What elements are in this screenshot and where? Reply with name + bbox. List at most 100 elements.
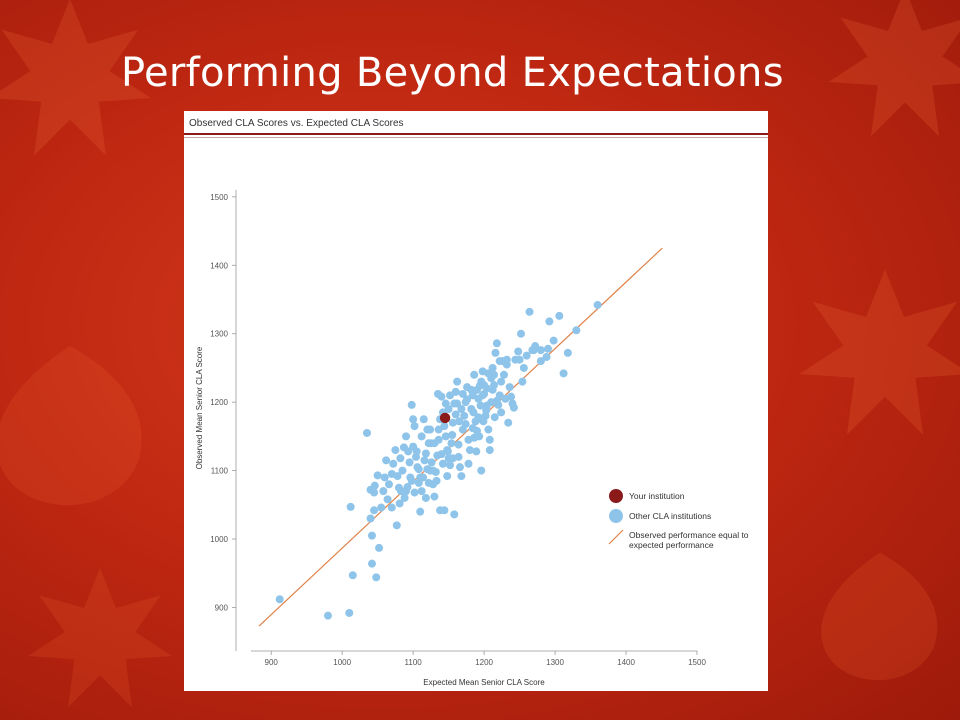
scatter-point-other-institution	[474, 413, 483, 422]
scatter-point-other-institution	[454, 440, 463, 449]
scatter-point-other-institution	[416, 473, 425, 482]
scatter-point-other-institution	[372, 573, 381, 582]
scatter-point-other-institution	[402, 432, 411, 441]
legend-label-other-institutions: Other CLA institutions	[629, 511, 711, 521]
scatter-point-other-institution	[455, 463, 464, 472]
scatter-point-other-institution	[485, 446, 494, 455]
x-tick-label: 1100	[405, 658, 423, 667]
scatter-point-other-institution	[461, 420, 470, 429]
legend-marker-other-institutions	[609, 509, 623, 523]
scatter-point-other-institution	[432, 476, 441, 485]
scatter-point-other-institution	[448, 431, 457, 440]
scatter-point-other-institution	[460, 411, 469, 420]
scatter-point-other-institution	[465, 446, 474, 455]
scatter-point-other-institution	[443, 447, 452, 456]
scatter-point-other-institution	[457, 472, 466, 481]
scatter-point-other-institution	[387, 503, 396, 512]
scatter-point-other-institution	[504, 418, 513, 427]
scatter-point-other-institution	[391, 446, 400, 455]
scatter-point-other-institution	[323, 611, 332, 620]
scatter-point-other-institution	[385, 480, 393, 489]
scatter-point-other-institution	[477, 377, 486, 386]
background-leaf-decoration	[821, 552, 938, 681]
x-tick-label: 900	[265, 658, 279, 667]
scatter-point-other-institution	[457, 405, 466, 413]
scatter-point-other-institution	[572, 326, 581, 335]
legend-label-your-institution: Your institution	[629, 491, 685, 501]
scatter-point-other-institution	[543, 344, 552, 353]
scatter-point-other-institution	[555, 311, 564, 320]
scatter-point-other-institution	[426, 425, 435, 434]
scatter-point-other-institution	[448, 418, 457, 427]
x-tick-label: 1400	[617, 658, 635, 667]
scatter-point-other-institution	[434, 425, 443, 434]
scatter-point-other-institution	[437, 450, 446, 459]
legend-label-reference-line-2: expected performance	[629, 540, 714, 550]
x-tick-label: 1300	[546, 658, 564, 667]
scatter-point-other-institution	[478, 391, 487, 400]
scatter-point-other-institution	[420, 456, 429, 465]
scatter-point-other-institution	[514, 347, 523, 356]
scatter-point-other-institution	[417, 432, 426, 441]
chart-header-rule-thin	[184, 137, 768, 138]
scatter-point-other-institution	[464, 459, 473, 468]
scatter-point-other-institution	[407, 400, 416, 409]
scatter-point-other-institution	[400, 493, 409, 502]
scatter-point-other-institution	[389, 459, 398, 468]
scatter-point-other-institution	[416, 507, 425, 516]
background-leaf-decoration	[799, 269, 960, 435]
x-axis-label: Expected Mean Senior CLA Score	[423, 678, 545, 687]
scatter-point-other-institution	[430, 439, 439, 448]
background-leaf-decoration	[0, 346, 142, 506]
y-tick-label: 1000	[210, 535, 228, 544]
scatter-point-other-institution	[490, 370, 499, 379]
scatter-point-other-institution	[463, 395, 472, 404]
scatter-point-other-institution	[491, 348, 500, 357]
scatter-point-other-institution	[502, 355, 511, 364]
scatter-point-other-institution	[484, 425, 493, 434]
scatter-point-other-institution	[545, 317, 554, 326]
scatter-point-other-institution	[421, 493, 430, 502]
scatter-point-other-institution	[477, 466, 486, 475]
scatter-point-other-institution	[455, 417, 464, 426]
points-layer	[275, 300, 602, 620]
scatter-point-other-institution	[468, 424, 477, 433]
scatter-point-other-institution	[470, 370, 479, 379]
scatter-point-other-institution	[446, 391, 455, 400]
scatter-point-other-institution	[440, 506, 449, 515]
y-tick-label: 1500	[210, 193, 228, 202]
scatter-point-other-institution	[522, 351, 531, 360]
scatter-point-other-institution	[559, 369, 568, 378]
scatter-point-other-institution	[367, 531, 376, 540]
scatter-point-other-institution	[470, 433, 479, 442]
scatter-point-other-institution	[490, 413, 499, 422]
scatter-point-other-institution	[467, 385, 476, 394]
scatter-point-other-institution	[363, 428, 371, 437]
scatter-point-other-institution	[383, 495, 392, 504]
scatter-point-other-institution	[593, 300, 602, 309]
scatter-point-other-institution	[473, 385, 481, 394]
scatter-point-other-institution	[387, 470, 396, 479]
scatter-point-other-institution	[499, 370, 508, 379]
scatter-point-other-institution	[482, 384, 491, 393]
y-tick-label: 900	[215, 603, 229, 612]
scatter-point-other-institution	[482, 406, 491, 415]
scatter-point-other-institution	[443, 472, 452, 481]
scatter-point-other-institution	[469, 408, 478, 417]
scatter-point-other-institution	[509, 403, 518, 412]
scatter-point-other-institution	[366, 514, 375, 523]
scatter-point-other-institution	[396, 454, 405, 463]
scatter-point-other-institution	[441, 432, 450, 441]
scatter-point-other-institution	[448, 454, 457, 463]
scatter-point-other-institution	[410, 422, 419, 431]
scatter-plot: 900 1000 1100 1200 1300 1400 1500 900 1000 1100 12…	[195, 190, 749, 687]
scatter-point-other-institution	[373, 471, 382, 480]
scatter-point-other-institution	[398, 466, 407, 475]
scatter-point-other-institution	[451, 410, 460, 419]
scatter-point-other-institution	[487, 398, 496, 407]
scatter-point-other-institution	[507, 392, 516, 401]
background-leaf-decoration	[28, 568, 172, 708]
legend-label-reference-line-1: Observed performance equal to	[629, 530, 749, 540]
x-tick-label: 1200	[475, 658, 493, 667]
scatter-point-other-institution	[404, 447, 413, 456]
